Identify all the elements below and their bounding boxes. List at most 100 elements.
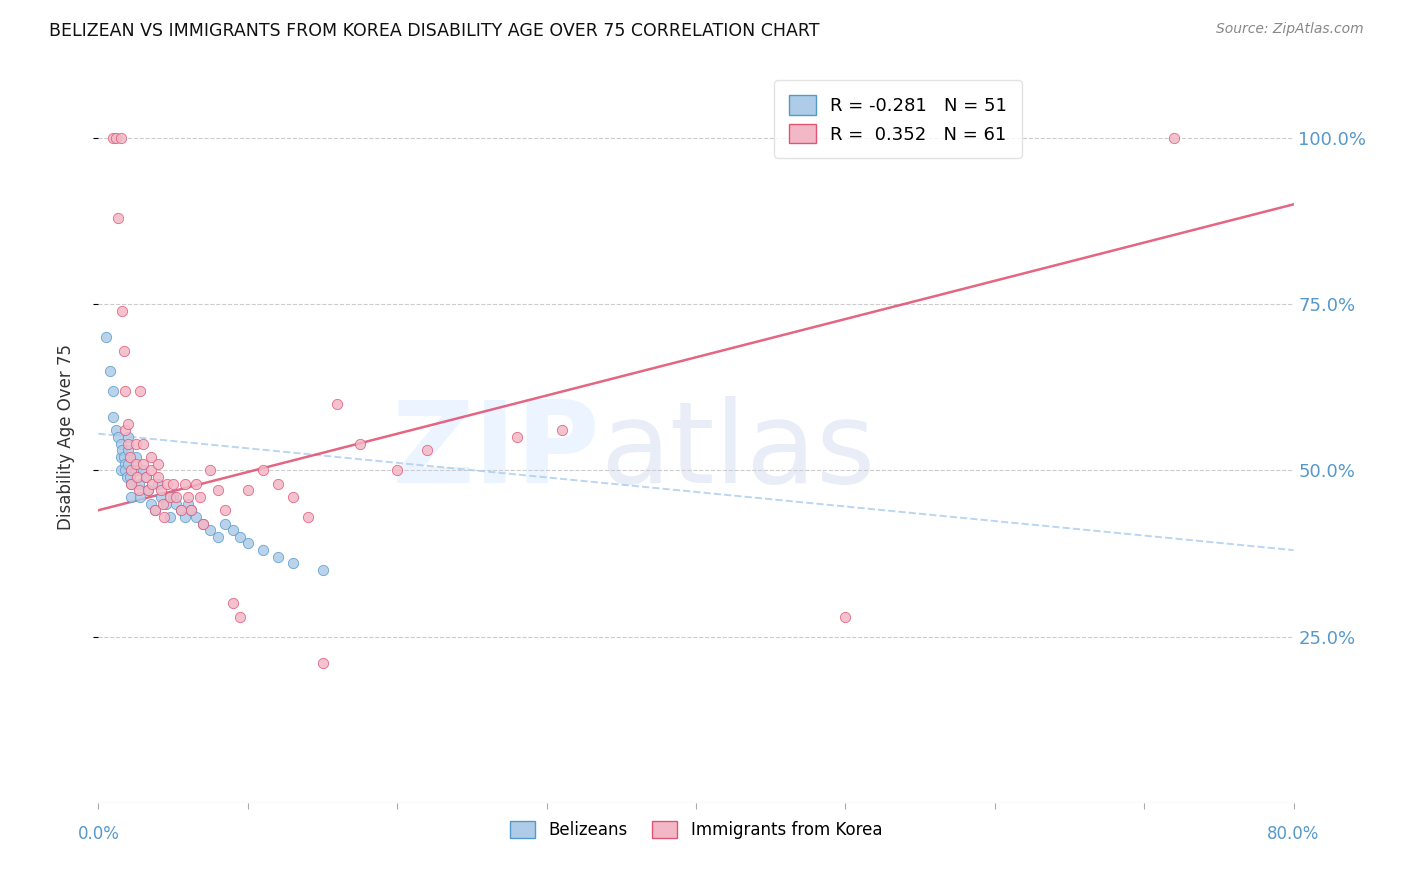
Point [200,463,222,477]
Point [222,596,245,610]
Point [326,397,349,411]
Point [162,476,184,491]
Point [132,457,155,471]
Point [148,470,170,484]
Point [191,516,214,531]
Point [169,503,191,517]
Point [162,490,184,504]
Point [118,470,141,484]
Point [94,330,117,344]
Point [105,424,128,438]
Point [110,463,132,477]
Point [281,490,304,504]
Point [169,503,191,517]
Point [252,543,274,558]
Point [117,417,139,431]
Point [200,523,222,537]
Point [153,509,176,524]
Point [110,436,132,450]
Point [136,483,159,498]
Point [114,457,136,471]
Point [150,483,173,498]
Point [156,476,179,491]
Point [129,384,152,398]
Point [114,463,136,477]
Point [132,463,155,477]
Point [132,436,155,450]
Point [143,503,166,517]
Point [177,497,200,511]
Point [120,490,142,504]
Point [110,450,132,464]
Point [207,530,229,544]
Point [98,363,122,377]
Point [136,483,159,498]
Point [135,470,157,484]
Legend: Belizeans, Immigrants from Korea: Belizeans, Immigrants from Korea [503,814,889,846]
Point [107,430,129,444]
Point [111,443,134,458]
Point [128,476,150,491]
Point [180,503,202,517]
Point [155,497,177,511]
Point [267,476,290,491]
Point [135,470,157,484]
Point [114,384,136,398]
Point [112,450,135,464]
Point [174,509,197,524]
Text: Source: ZipAtlas.com: Source: ZipAtlas.com [1216,22,1364,37]
Point [191,516,214,531]
Point [125,463,148,477]
Y-axis label: Disability Age Over 75: Disability Age Over 75 [56,344,75,530]
Point [550,424,572,438]
Point [120,476,142,491]
Point [297,509,319,524]
Point [127,470,149,484]
Point [311,563,333,577]
Point [349,436,371,450]
Point [105,131,128,145]
Point [281,557,304,571]
Point [125,450,148,464]
Point [252,463,274,477]
Point [834,609,856,624]
Point [177,490,200,504]
Point [150,490,173,504]
Point [184,476,207,491]
Point [416,443,439,458]
Point [125,457,148,471]
Point [114,424,136,438]
Point [207,483,229,498]
Point [188,490,211,504]
Point [117,443,139,458]
Point [214,516,236,531]
Point [115,470,138,484]
Point [159,509,181,524]
Point [180,503,202,517]
Text: 0.0%: 0.0% [77,825,120,843]
Text: ZIP: ZIP [392,396,600,508]
Point [139,450,162,464]
Point [214,503,236,517]
Point [506,430,529,444]
Point [165,497,187,511]
Point [139,463,162,477]
Point [125,436,148,450]
Point [267,549,290,564]
Point [236,536,259,550]
Point [117,430,139,444]
Point [159,490,181,504]
Point [107,211,129,225]
Point [117,436,139,450]
Point [103,131,125,145]
Point [1163,131,1185,145]
Point [222,523,245,537]
Point [120,463,142,477]
Text: BELIZEAN VS IMMIGRANTS FROM KOREA DISABILITY AGE OVER 75 CORRELATION CHART: BELIZEAN VS IMMIGRANTS FROM KOREA DISABI… [49,22,820,40]
Point [152,497,174,511]
Point [103,410,125,425]
Point [148,457,170,471]
Point [111,303,134,318]
Point [229,530,252,544]
Point [117,457,139,471]
